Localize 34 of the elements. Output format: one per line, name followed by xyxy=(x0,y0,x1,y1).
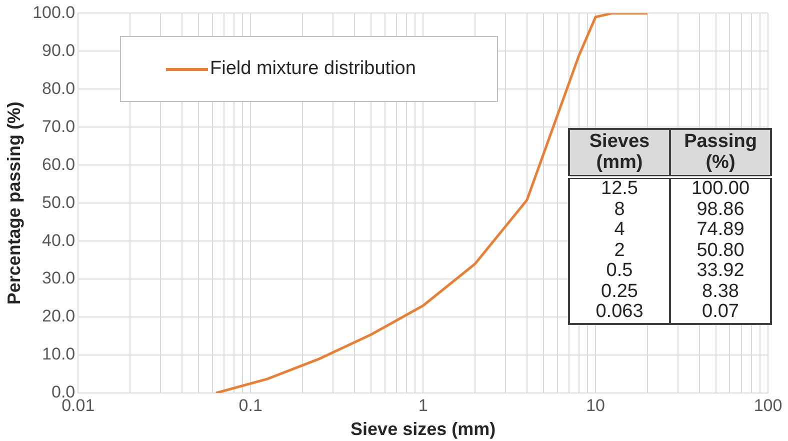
y-tick-label: 80.0 xyxy=(42,78,76,98)
annotation: 74.89 xyxy=(670,219,771,240)
x-tick-label: 0.1 xyxy=(238,396,262,415)
x-tick-label: 1 xyxy=(418,396,428,415)
annotation: 50.80 xyxy=(670,240,771,261)
y-tick-label: 100.0 xyxy=(32,2,76,22)
annotation: 33.92 xyxy=(670,260,771,282)
annotation: 4 xyxy=(569,219,670,240)
legend-box: Field mixture distribution xyxy=(120,36,498,102)
annotation: Sieves (mm) xyxy=(569,129,670,177)
y-tick-label: 10.0 xyxy=(42,344,76,364)
x-axis-title: Sieve sizes (mm) xyxy=(350,419,496,440)
y-tick-label: 30.0 xyxy=(42,268,76,288)
x-tick-label: 100 xyxy=(754,396,782,415)
annotation: Passing (%) xyxy=(670,129,771,177)
annotation: 0.5 xyxy=(569,260,670,282)
y-tick-label: 40.0 xyxy=(42,230,76,250)
y-tick-label: 60.0 xyxy=(42,154,76,174)
annotation: 98.86 xyxy=(670,198,771,220)
annotation: 8 xyxy=(569,198,670,220)
y-tick-label: 70.0 xyxy=(42,116,76,136)
annotation: 12.5 xyxy=(569,177,670,200)
annotation: 0.07 xyxy=(670,301,771,324)
annotation: 2 xyxy=(569,240,670,261)
y-tick-label: 20.0 xyxy=(42,306,76,326)
annotation: 8.38 xyxy=(670,280,771,302)
y-axis-title: Percentage passing (%) xyxy=(4,102,24,305)
annotation: 100.00 xyxy=(670,177,771,200)
y-tick-label: 50.0 xyxy=(42,192,76,212)
annotation: 0.25 xyxy=(569,280,670,302)
x-tick-label: 10 xyxy=(586,396,605,415)
y-tick-label: 90.0 xyxy=(42,40,76,60)
legend-label: Field mixture distribution xyxy=(210,58,416,80)
annotation: 0.063 xyxy=(569,301,670,324)
